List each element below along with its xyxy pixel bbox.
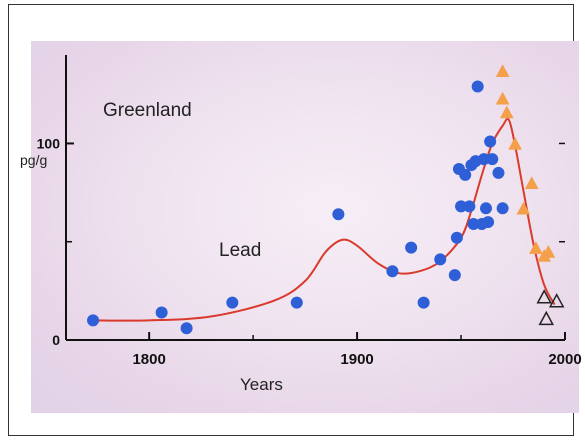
element-annotation: Lead (219, 240, 261, 261)
data-point-circle (290, 296, 303, 309)
data-point-circle (417, 296, 430, 309)
data-point-circle (226, 296, 239, 309)
x-tick-label: 1800 (132, 351, 165, 368)
data-point-circle (482, 216, 495, 229)
data-point-circle (155, 306, 168, 319)
y-tick-label: 0 (52, 332, 60, 348)
data-point-triangle-filled (524, 176, 539, 190)
data-point-triangle-open (536, 289, 552, 304)
data-point-triangle-filled (508, 136, 523, 150)
data-points-layer (87, 64, 565, 335)
data-point-triangle-filled (495, 91, 510, 105)
data-point-circle (434, 253, 447, 266)
data-point-triangle-filled (528, 241, 543, 254)
region-annotation: Greenland (103, 100, 192, 121)
data-point-circle (332, 208, 345, 221)
data-point-circle (450, 231, 463, 244)
data-point-circle (486, 153, 499, 166)
data-point-circle (479, 202, 492, 215)
y-unit-label: pg/g (20, 152, 47, 168)
data-point-circle (455, 200, 468, 213)
x-tick-label: 2000 (548, 351, 581, 368)
x-tick-label: 1900 (340, 351, 373, 368)
data-point-circle (405, 241, 418, 254)
data-point-triangle-filled (495, 64, 510, 77)
data-point-circle (496, 202, 509, 215)
y-tick-label: 100 (37, 135, 61, 151)
data-point-circle (492, 166, 505, 179)
data-point-circle (448, 269, 461, 282)
data-point-triangle-filled (499, 105, 514, 119)
data-point-triangle-filled (541, 245, 556, 258)
data-point-circle (467, 218, 480, 231)
data-point-circle (459, 168, 472, 181)
data-point-circle (477, 153, 490, 166)
labels-layer: Greenland Lead pg/g Years (20, 100, 283, 394)
data-point-triangle-filled (516, 201, 531, 215)
data-point-triangle-open (538, 310, 555, 326)
data-point-circle (463, 200, 476, 213)
axes: 1800 1900 2000 0 100 (37, 55, 582, 368)
data-point-circle (484, 135, 497, 148)
x-axis-title: Years (240, 375, 283, 394)
data-point-circle (471, 80, 484, 93)
data-point-circle (87, 314, 100, 327)
data-point-triangle-open (548, 293, 565, 308)
data-point-circle (180, 322, 193, 335)
data-point-circle (386, 265, 399, 278)
